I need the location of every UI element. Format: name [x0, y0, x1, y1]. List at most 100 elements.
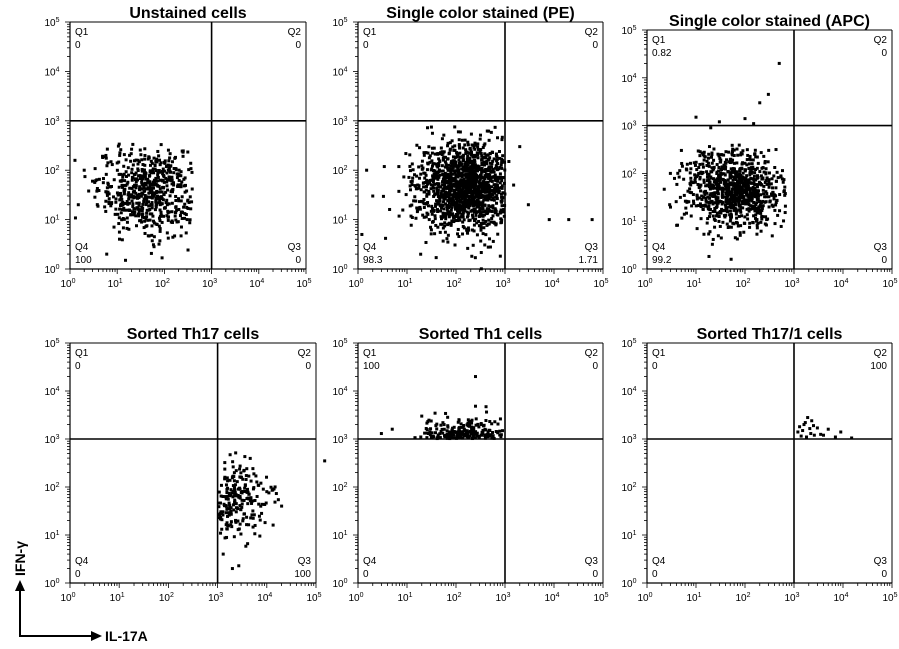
data-point [482, 169, 486, 173]
data-point [450, 187, 454, 191]
data-point [147, 234, 151, 238]
data-point [443, 221, 447, 225]
data-point [470, 418, 474, 422]
data-point [457, 182, 461, 186]
data-point [759, 174, 763, 178]
data-point [223, 475, 227, 479]
data-point [125, 226, 129, 230]
quadrant-value-q1: 0.82 [652, 48, 672, 59]
data-point [231, 495, 235, 499]
data-point [734, 173, 738, 177]
data-point [154, 176, 158, 180]
data-point [162, 193, 166, 197]
data-point [710, 242, 714, 246]
data-point [472, 178, 476, 182]
data-point [781, 180, 785, 184]
data-point [705, 179, 709, 183]
data-point [131, 142, 135, 146]
data-point [177, 168, 181, 172]
data-point [468, 176, 472, 180]
data-point [435, 208, 439, 212]
data-point [738, 192, 742, 196]
data-point [701, 207, 705, 211]
x-tick-label: 104 [257, 592, 272, 604]
data-point [434, 256, 438, 260]
data-point [143, 194, 147, 198]
data-point [747, 209, 751, 213]
data-point [413, 184, 417, 188]
data-point [225, 476, 229, 480]
data-point [121, 175, 125, 179]
data-point [444, 202, 448, 206]
data-point [190, 187, 194, 191]
data-point [684, 206, 688, 210]
data-point [745, 213, 749, 217]
data-point [149, 251, 153, 255]
data-point [485, 433, 489, 437]
x-tick-label: 100 [60, 278, 75, 290]
data-point [145, 196, 149, 200]
data-point [494, 175, 498, 179]
data-point [487, 193, 491, 197]
data-point [692, 202, 696, 206]
data-point [129, 159, 133, 163]
data-point [461, 181, 465, 185]
data-point [422, 181, 426, 185]
data-point [473, 203, 477, 207]
data-point [148, 163, 152, 167]
data-point [446, 168, 450, 172]
data-point [165, 231, 169, 235]
data-point [219, 531, 223, 535]
data-point [468, 202, 472, 206]
data-point [748, 225, 752, 229]
data-point [447, 199, 451, 203]
data-point [479, 226, 483, 230]
data-point [752, 182, 756, 186]
data-point [494, 153, 498, 157]
data-point [713, 186, 717, 190]
data-point [773, 165, 777, 169]
data-point [690, 191, 694, 195]
data-point [170, 210, 174, 214]
data-point [443, 230, 447, 234]
data-point [411, 168, 415, 172]
data-point [751, 158, 755, 162]
data-point [476, 164, 480, 168]
data-point [707, 254, 711, 258]
data-point [176, 184, 180, 188]
data-point [143, 181, 147, 185]
data-point [494, 164, 498, 168]
data-point [704, 199, 708, 203]
data-point [503, 192, 507, 196]
data-point [454, 218, 458, 222]
data-point [487, 218, 491, 222]
data-point [249, 497, 253, 501]
data-point [822, 433, 826, 437]
data-point [446, 166, 450, 170]
data-point [483, 434, 487, 438]
data-point [692, 199, 696, 203]
data-point [767, 148, 771, 152]
data-point [707, 215, 711, 219]
quadrant-name-q3: Q3 [874, 242, 888, 253]
panel-title: Sorted Th17/1 cells [697, 326, 843, 343]
data-point [482, 194, 486, 198]
data-point [479, 433, 483, 437]
data-point [470, 429, 474, 433]
data-point [246, 487, 250, 491]
data-point [143, 157, 147, 161]
data-point [758, 209, 762, 213]
data-point [470, 427, 474, 431]
data-point [234, 451, 238, 455]
data-point [500, 429, 504, 433]
axis-ticks [65, 342, 317, 588]
data-point [413, 195, 417, 199]
data-point [155, 183, 159, 187]
data-point [491, 239, 495, 243]
data-point [762, 184, 766, 188]
data-point [758, 101, 762, 105]
data-point [413, 436, 417, 440]
data-point [484, 174, 488, 178]
y-tick-label: 100 [621, 578, 636, 590]
